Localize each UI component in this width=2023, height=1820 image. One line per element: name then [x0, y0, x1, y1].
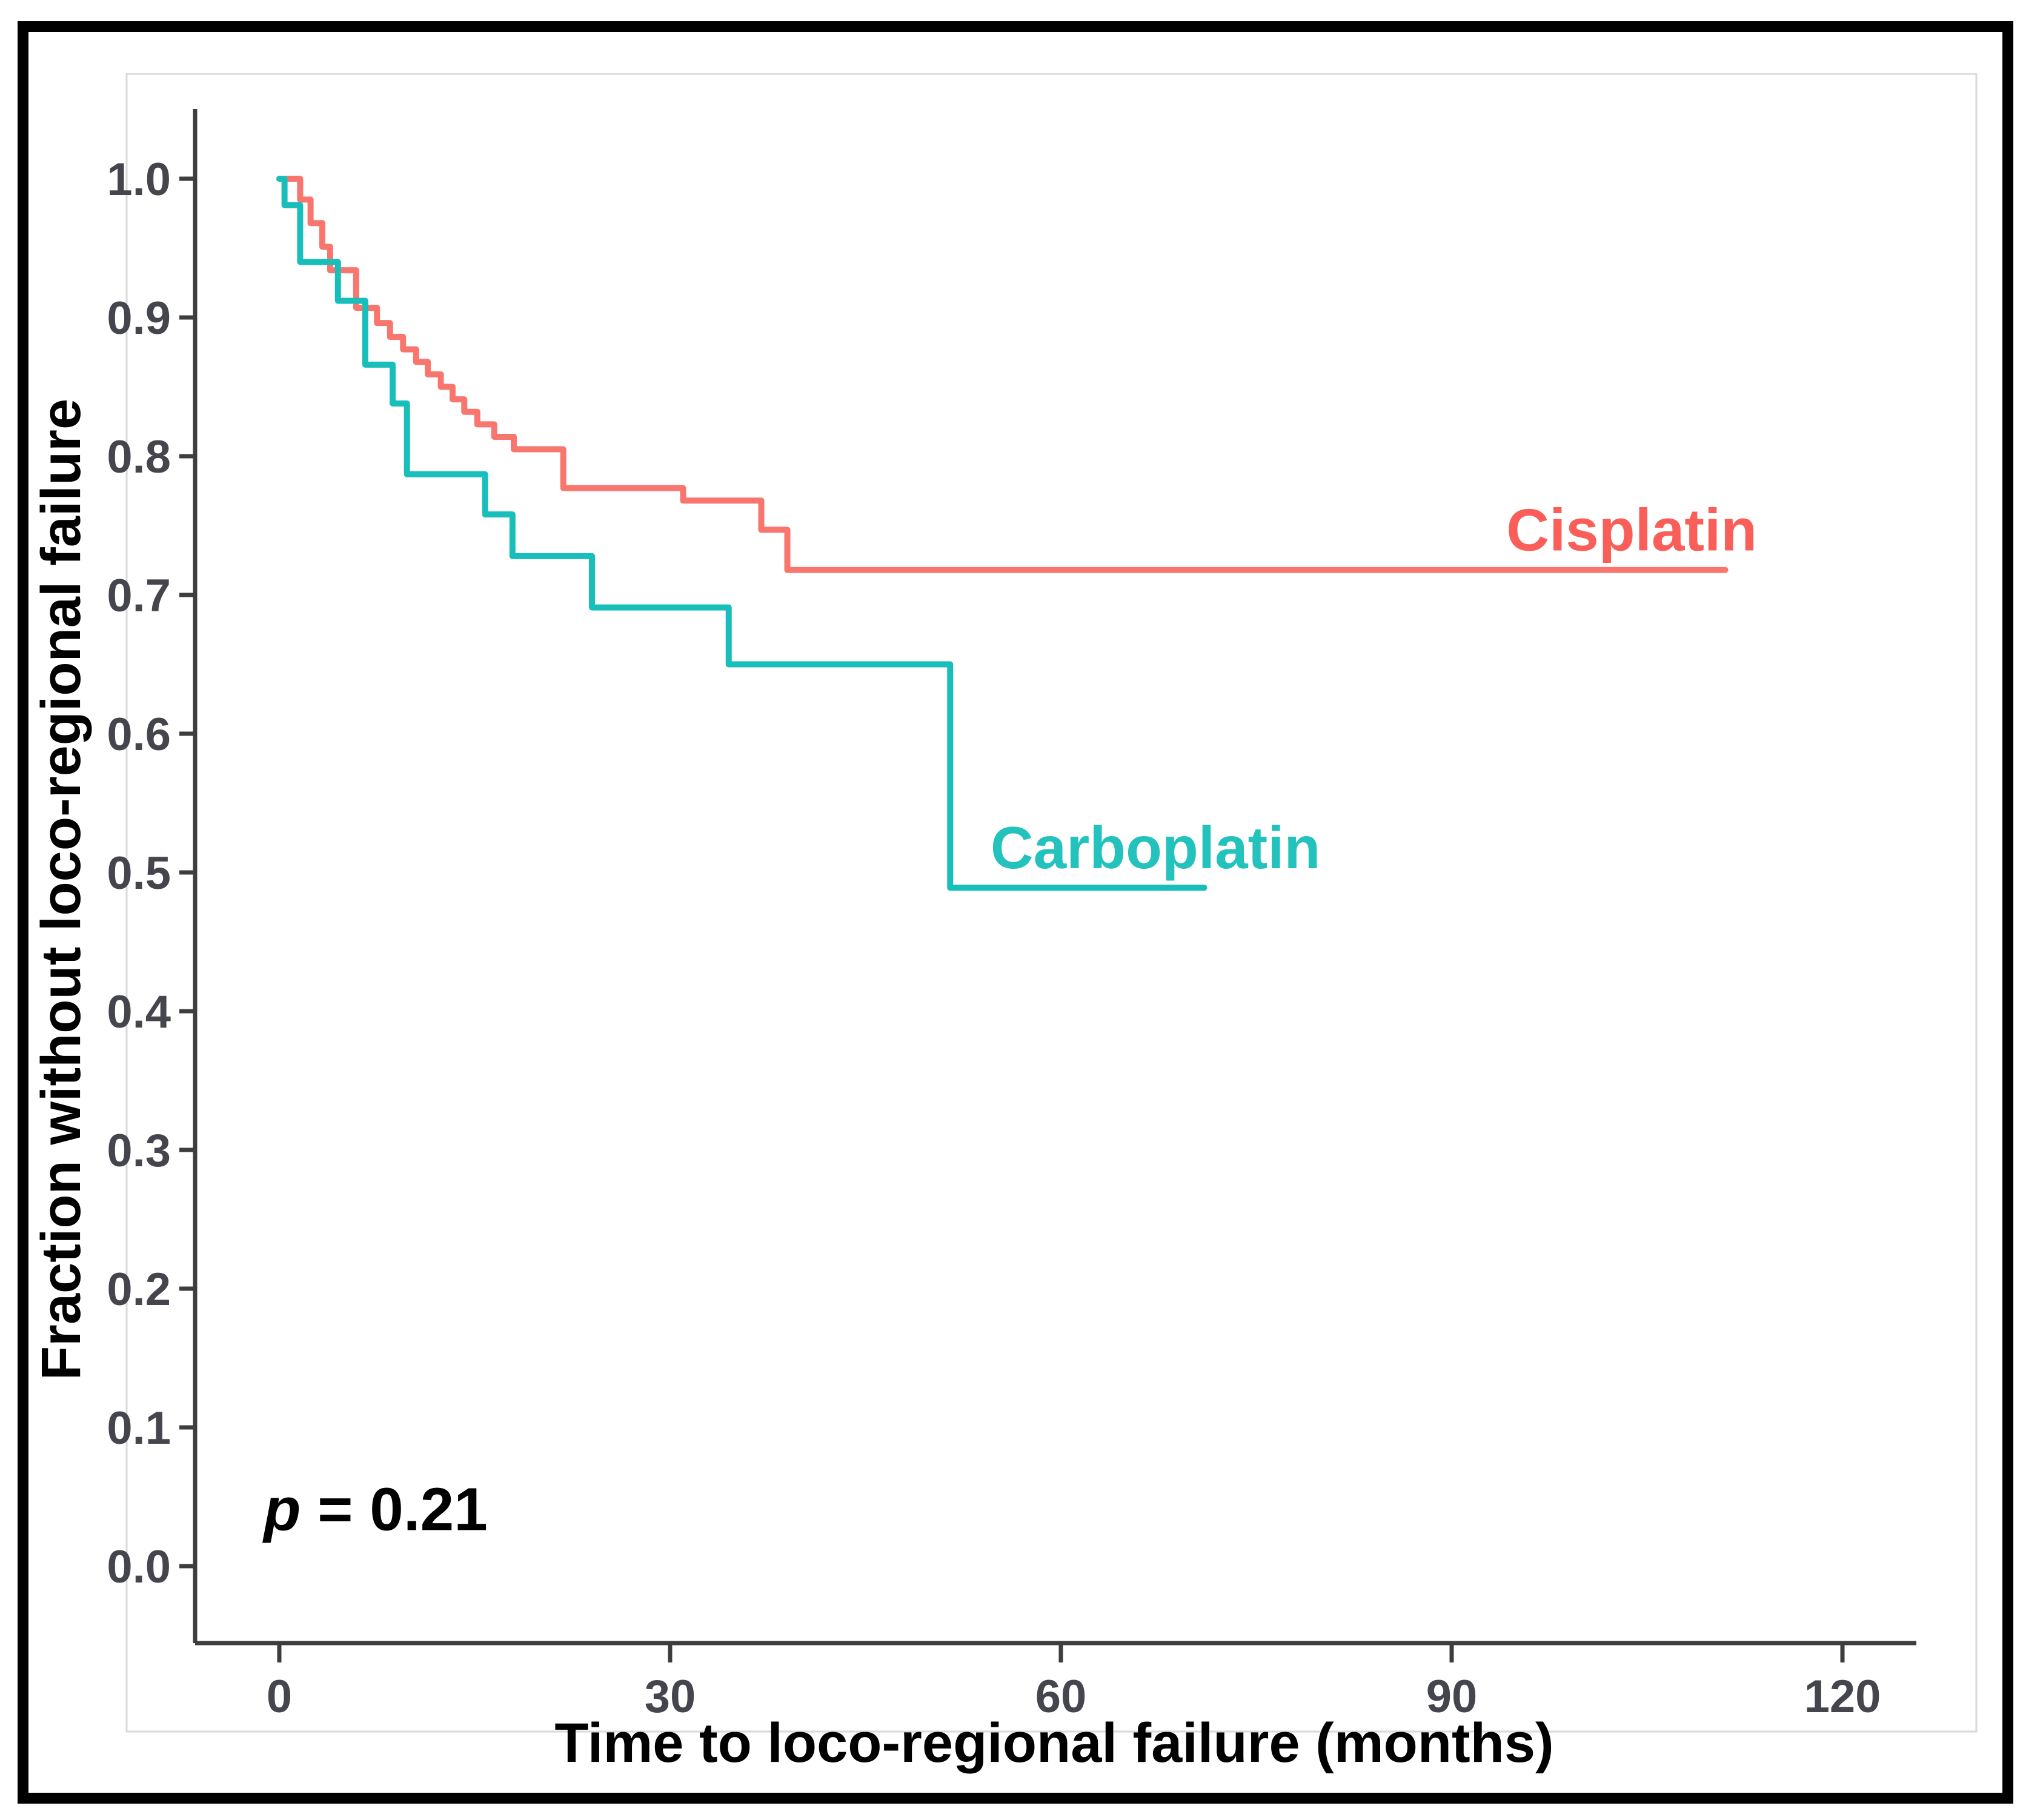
y-tick-label: 0.0 — [107, 1541, 171, 1593]
y-axis-title: Fraction without loco-regional failure — [30, 399, 92, 1380]
y-tick-label: 0.2 — [107, 1264, 171, 1315]
y-tick-label: 0.6 — [107, 709, 171, 760]
x-tick-label: 60 — [1035, 1671, 1087, 1722]
x-tick-label: 30 — [645, 1671, 696, 1722]
x-tick-label: 120 — [1804, 1671, 1881, 1722]
carboplatin-curve-label: Carboplatin — [991, 814, 1320, 881]
axis-ticks: 0.0 0.1 0.2 0.3 0.4 0.5 0.6 0.7 0.8 0.9 1.0 0 30 60 90… — [107, 154, 1881, 1722]
plot-panel — [125, 73, 1978, 1733]
y-tick-label: 0.3 — [107, 1125, 171, 1177]
cisplatin-curve-label: Cisplatin — [1506, 497, 1757, 563]
outer-frame — [18, 21, 2013, 1804]
y-tick-label: 0.1 — [107, 1403, 171, 1454]
p-value-text: = 0.21 — [301, 1475, 488, 1543]
p-value-annotation: p = 0.21 — [262, 1475, 488, 1543]
y-tick-label: 0.8 — [107, 431, 171, 483]
x-tick-label: 90 — [1426, 1671, 1478, 1722]
x-axis-title: Time to loco-regional failure (months) — [554, 1712, 1553, 1774]
p-symbol: p — [262, 1475, 301, 1543]
y-tick-label: 0.7 — [107, 570, 171, 622]
y-tick-label: 0.5 — [107, 848, 171, 899]
y-tick-label: 1.0 — [107, 154, 171, 205]
y-tick-label: 0.9 — [107, 293, 171, 344]
survival-curves — [276, 176, 1729, 891]
y-tick-label: 0.4 — [107, 986, 171, 1038]
cisplatin-curve — [276, 176, 1729, 573]
carboplatin-curve — [276, 176, 1207, 891]
x-tick-label: 0 — [267, 1671, 292, 1722]
curve-labels: Cisplatin Carboplatin — [991, 497, 1757, 881]
